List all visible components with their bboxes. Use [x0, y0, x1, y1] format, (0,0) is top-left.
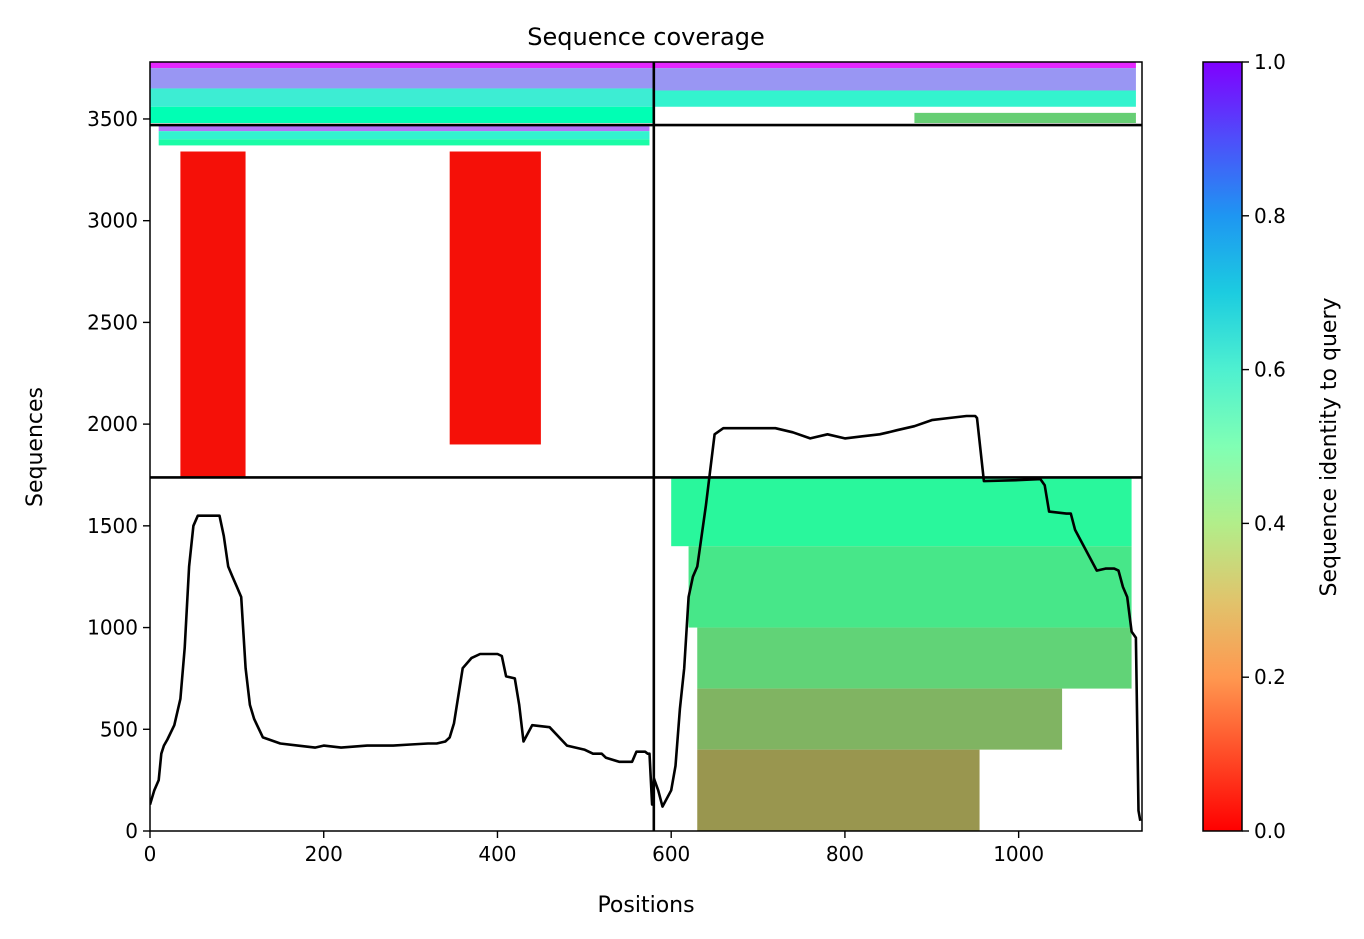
heat-block-top-right-low [914, 112, 1136, 124]
colorbar-tick-label: 0.4 [1254, 511, 1286, 535]
heat-block-top-left-mid [150, 88, 654, 107]
colorbar-ticks: 0.0 0.2 0.4 0.6 0.8 1.0 [1242, 50, 1286, 843]
plot-frame [149, 61, 1143, 832]
colorbar-tick-label: 0.6 [1254, 358, 1286, 382]
heat-block-bottom-right-yellow [697, 627, 1132, 689]
heat-block-right-red-domain [449, 151, 541, 445]
y-tick-label: 2000 [87, 412, 138, 436]
heat-block-left-red-domain [180, 151, 246, 478]
heat-block-top-left-upper [150, 68, 654, 89]
heat-block-bottom-right-green [671, 477, 1132, 547]
heat-block-top-right-blue [653, 62, 1136, 69]
coverage-line [150, 414, 1142, 822]
heat-block-top-left-blue [150, 62, 654, 69]
x-axis-ticks: 0 200 400 600 800 1000 [144, 831, 1044, 866]
heat-block-bottom-right-orange [697, 688, 1063, 750]
y-tick-label: 1000 [87, 616, 138, 640]
y-tick-label: 2500 [87, 310, 138, 334]
colorbar-tick-label: 1.0 [1254, 50, 1286, 74]
x-tick-label: 200 [305, 842, 343, 866]
heat-block-mid-band-blue [158, 125, 650, 132]
y-tick-label: 3000 [87, 209, 138, 233]
y-tick-label: 0 [125, 819, 138, 843]
colorbar-tick-label: 0.2 [1254, 665, 1286, 689]
heat-block-top-left-low [150, 106, 654, 124]
x-tick-label: 400 [478, 842, 516, 866]
y-tick-label: 3500 [87, 107, 138, 131]
y-tick-label: 500 [100, 717, 138, 741]
x-tick-label: 600 [652, 842, 690, 866]
x-tick-label: 0 [144, 842, 157, 866]
colorbar-label: Sequence identity to query [1317, 297, 1342, 596]
section-dividers [150, 62, 1142, 831]
heat-block-top-right-upper [653, 68, 1136, 91]
heat-block-bottom-right-deep-orange [697, 749, 980, 831]
heat-block-bottom-right-yellow-green [688, 546, 1132, 628]
y-tick-label: 1500 [87, 514, 138, 538]
heat-block-top-right-mid [653, 90, 1136, 107]
x-axis-label: Positions [597, 893, 694, 918]
heat-block-mid-band-green [158, 139, 650, 146]
x-tick-label: 1000 [993, 842, 1044, 866]
heatmap-blocks [150, 62, 1136, 831]
chart-title: Sequence coverage [527, 23, 764, 51]
x-tick-label: 800 [826, 842, 864, 866]
heat-block-mid-band-teal [158, 131, 650, 140]
colorbar-tick-label: 0.0 [1254, 819, 1286, 843]
colorbar-tick-label: 0.8 [1254, 204, 1286, 228]
colorbar [1202, 61, 1243, 832]
y-axis-ticks: 0 500 1000 1500 2000 2500 3000 3500 [87, 107, 150, 843]
y-axis-label: Sequences [23, 387, 48, 507]
